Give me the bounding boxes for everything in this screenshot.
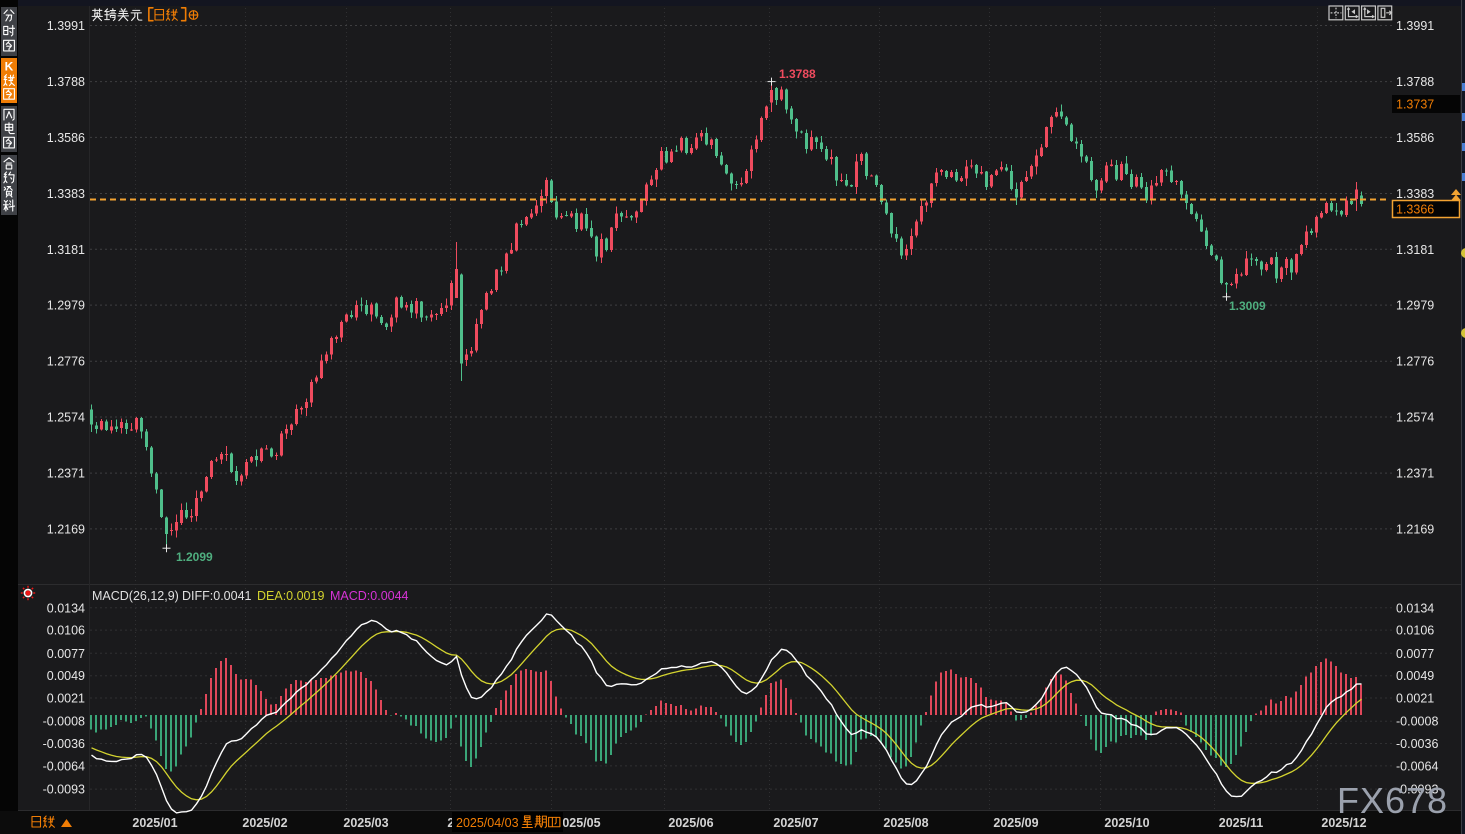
svg-text:1.3788: 1.3788 <box>779 67 816 81</box>
svg-text:1.3788: 1.3788 <box>47 75 85 89</box>
svg-text:1.3181: 1.3181 <box>1396 243 1434 257</box>
svg-text:MACD:0.0044: MACD:0.0044 <box>330 589 409 603</box>
svg-text:DIFF:0.0041: DIFF:0.0041 <box>182 589 252 603</box>
svg-text:0.0021: 0.0021 <box>1396 692 1434 706</box>
svg-text:2025/03: 2025/03 <box>343 816 388 830</box>
svg-text:1.2574: 1.2574 <box>47 411 85 425</box>
svg-text:1.2371: 1.2371 <box>1396 467 1434 481</box>
svg-text:-0.0036: -0.0036 <box>43 737 85 751</box>
svg-text:1.3991: 1.3991 <box>1396 19 1434 33</box>
svg-text:0.0049: 0.0049 <box>47 669 85 683</box>
svg-text:2025/01: 2025/01 <box>132 816 177 830</box>
svg-text:1.3009: 1.3009 <box>1229 299 1266 313</box>
svg-text:1.2776: 1.2776 <box>47 355 85 369</box>
svg-text:1.3788: 1.3788 <box>1396 75 1434 89</box>
svg-text:-0.0064: -0.0064 <box>43 759 85 773</box>
svg-text:1.3181: 1.3181 <box>47 243 85 257</box>
svg-text:0.0077: 0.0077 <box>47 647 85 661</box>
svg-text:1.3383: 1.3383 <box>1396 187 1434 201</box>
svg-text:0.0077: 0.0077 <box>1396 647 1434 661</box>
svg-text:2025/09: 2025/09 <box>993 816 1038 830</box>
svg-text:FX678: FX678 <box>1337 780 1448 821</box>
svg-text:0.0021: 0.0021 <box>47 692 85 706</box>
svg-text:2025/06: 2025/06 <box>668 816 713 830</box>
svg-text:0.0106: 0.0106 <box>1396 624 1434 638</box>
svg-text:0.0134: 0.0134 <box>1396 601 1434 615</box>
svg-text:1.2371: 1.2371 <box>47 467 85 481</box>
svg-text:1.2979: 1.2979 <box>1396 299 1434 313</box>
svg-text:-0.0093: -0.0093 <box>1396 783 1438 797</box>
svg-text:2025/10: 2025/10 <box>1104 816 1149 830</box>
svg-text:2025/04/03: 2025/04/03 <box>456 816 519 830</box>
svg-text:2025/05: 2025/05 <box>555 816 600 830</box>
svg-text:2025/07: 2025/07 <box>773 816 818 830</box>
svg-text:-0.0064: -0.0064 <box>1396 759 1438 773</box>
svg-text:K: K <box>5 60 14 74</box>
svg-text:-0.0093: -0.0093 <box>43 783 85 797</box>
svg-text:2025/12: 2025/12 <box>1321 816 1366 830</box>
svg-text:2025/11: 2025/11 <box>1219 816 1264 830</box>
svg-text:1.3991: 1.3991 <box>47 19 85 33</box>
svg-text:1.2099: 1.2099 <box>176 550 213 564</box>
svg-text:1.2169: 1.2169 <box>1396 522 1434 536</box>
svg-text:0.0106: 0.0106 <box>47 624 85 638</box>
svg-text:1.2169: 1.2169 <box>47 522 85 536</box>
svg-text:0.0134: 0.0134 <box>47 601 85 615</box>
svg-text:-0.0008: -0.0008 <box>1396 715 1438 729</box>
svg-text:1.3586: 1.3586 <box>1396 131 1434 145</box>
svg-text:1.3737: 1.3737 <box>1396 98 1434 112</box>
svg-text:1.2574: 1.2574 <box>1396 411 1434 425</box>
svg-text:-0.0036: -0.0036 <box>1396 737 1438 751</box>
svg-text:1.2979: 1.2979 <box>47 299 85 313</box>
svg-text:1.3366: 1.3366 <box>1396 203 1434 217</box>
svg-text:2025/02: 2025/02 <box>242 816 287 830</box>
svg-text:1.3586: 1.3586 <box>47 131 85 145</box>
svg-text:0.0049: 0.0049 <box>1396 669 1434 683</box>
svg-text:1.2776: 1.2776 <box>1396 355 1434 369</box>
svg-text:2025/08: 2025/08 <box>883 816 928 830</box>
svg-text:MACD(26,12,9): MACD(26,12,9) <box>92 589 179 603</box>
svg-text:1.3383: 1.3383 <box>47 187 85 201</box>
svg-text:-0.0008: -0.0008 <box>43 715 85 729</box>
svg-text:DEA:0.0019: DEA:0.0019 <box>257 589 324 603</box>
